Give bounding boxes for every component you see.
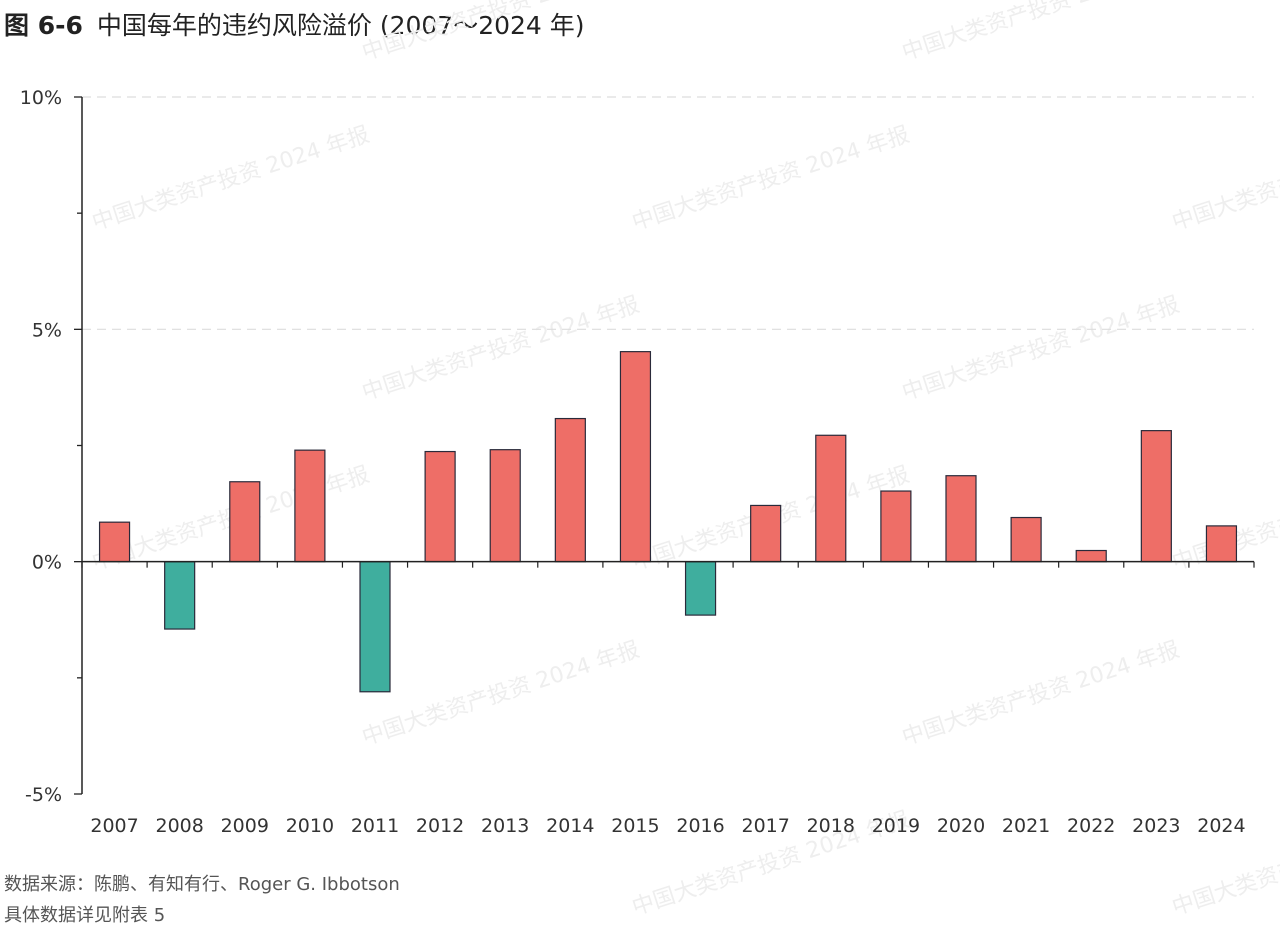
x-tick-label: 2009: [221, 815, 269, 837]
bars: [98, 351, 1238, 693]
x-tick-label: 2024: [1197, 815, 1245, 837]
y-tick-labels: -5% 0% 5% 10%: [20, 87, 62, 806]
watermark-text: 中国大类资产投资 2024 年报: [629, 122, 913, 235]
bar-2015: [619, 351, 652, 563]
bar-2007: [98, 521, 131, 563]
watermark-text: 中国大类资产投资 2024 年报: [899, 0, 1183, 66]
x-tick-label: 2008: [155, 815, 203, 837]
watermark-text: 中国大类资产投资 2024 年报: [359, 637, 643, 750]
x-tick-label: 2007: [90, 815, 138, 837]
bar-2022: [1075, 549, 1107, 563]
watermark-text: 中国大类资产投资 2024 年报: [359, 292, 643, 405]
figure-title-text: 中国每年的违约风险溢价 (2007～2024 年): [96, 11, 585, 40]
x-tick-label: 2017: [741, 815, 789, 837]
data-source: 数据来源：陈鹏、有知有行、Roger G. Ibbotson: [4, 874, 400, 895]
bar-2020: [945, 475, 977, 563]
watermark-layer: 中国大类资产投资 2024 年报 中国大类资产投资 2024 年报中国大类资产投资…: [89, 0, 1280, 921]
watermark-text: 中国大类资产投资 2024 年报: [359, 0, 643, 66]
y-tick-label: 5%: [32, 319, 62, 341]
x-tick-label: 2012: [416, 815, 464, 837]
bar-2011: [359, 561, 391, 693]
x-tick-label: 2014: [546, 815, 594, 837]
grid-lines: [82, 96, 1254, 330]
watermark-text: 中国大类资产投资 2024 年报: [1169, 122, 1280, 235]
x-tick-label: 2018: [807, 815, 855, 837]
bar-2012: [424, 450, 456, 563]
x-tick-label: 2019: [872, 815, 920, 837]
data-note: 具体数据详见附表 5: [4, 905, 166, 926]
bar-2021: [1010, 516, 1042, 563]
bar-2008: [164, 561, 196, 630]
x-tick-label: 2010: [286, 815, 334, 837]
bar-2013: [489, 449, 521, 563]
bar-2019: [880, 490, 912, 563]
x-tick-label: 2013: [481, 815, 529, 837]
y-tick-label: 10%: [20, 87, 62, 109]
bar-2010: [294, 449, 326, 563]
watermark-text: 中国大类资产投资 2024 年报: [899, 637, 1183, 750]
x-tick-label: 2023: [1132, 815, 1180, 837]
x-tick-labels: 2007 2008 2009 2010 2011 2012 2013 2014 2015 2016…: [90, 815, 1245, 837]
bar-2009: [229, 481, 261, 563]
bar-2024: [1205, 525, 1238, 563]
bar-2018: [815, 434, 847, 563]
x-tick-label: 2011: [351, 815, 399, 837]
figure-title: 图 6-6 中国每年的违约风险溢价 (2007～2024 年): [4, 6, 585, 42]
axes: [74, 96, 1255, 795]
x-tick-label: 2016: [676, 815, 724, 837]
y-tick-label: 0%: [32, 552, 62, 574]
watermark-text: 中国大类资产投资 2024 年报: [899, 292, 1183, 405]
watermark-text: 中国大类资产投资 2024 年报: [89, 122, 373, 235]
bar-2016: [684, 561, 717, 616]
bar-2017: [750, 504, 782, 563]
x-tick-label: 2021: [1002, 815, 1050, 837]
y-tick-label: -5%: [25, 784, 62, 806]
figure-number: 图 6-6: [4, 11, 83, 40]
bar-2023: [1140, 430, 1172, 563]
x-tick-label: 2020: [937, 815, 985, 837]
x-tick-label: 2015: [611, 815, 659, 837]
bar-2014: [554, 417, 586, 563]
x-tick-label: 2022: [1067, 815, 1115, 837]
